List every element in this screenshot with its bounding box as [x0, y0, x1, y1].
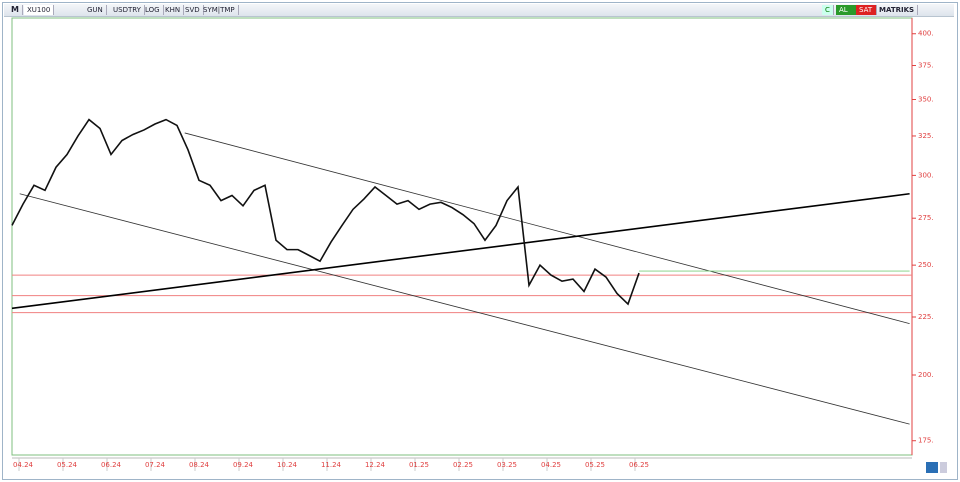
x-tick-label: 05.24 [57, 461, 78, 469]
x-tick-label: 06.25 [629, 461, 649, 469]
x-tick-label: 12.24 [365, 461, 386, 469]
symbol[interactable]: XU100 [24, 5, 55, 15]
y-tick-label: 225. [918, 313, 934, 321]
x-tick-label: 08.24 [189, 461, 210, 469]
toolbar: M XU100 GUN USDTRY LOG KHN SVD SYM|TMP C… [4, 4, 954, 17]
btn[interactable]: SVD [182, 5, 204, 15]
c-button[interactable]: C [822, 5, 834, 15]
price-line [11, 118, 640, 306]
y-tick-label: 300. [918, 171, 934, 179]
brand: MATRIKS [876, 5, 919, 15]
btn[interactable]: SYM|TMP [200, 5, 239, 15]
sell-button[interactable]: SAT [856, 5, 877, 15]
x-tick-label: 04.24 [13, 461, 34, 469]
x-tick-label: 03.25 [497, 461, 517, 469]
x-tick-label: 06.24 [101, 461, 122, 469]
btn[interactable]: KHN [162, 5, 185, 15]
menu[interactable]: M [8, 5, 23, 15]
x-tick-label: 11.24 [321, 461, 342, 469]
icon[interactable] [940, 462, 947, 473]
btn[interactable]: USDTRY [110, 5, 145, 15]
y-tick-label: 350. [918, 95, 934, 103]
y-tick-label: 400. [918, 30, 934, 38]
y-tick-label: 275. [918, 214, 934, 222]
y-tick-label: 250. [918, 261, 934, 269]
y-tick-label: 175. [918, 437, 934, 445]
btn[interactable]: LOG [142, 5, 164, 15]
trend-line [11, 192, 910, 310]
y-tick-label: 325. [918, 132, 934, 140]
x-tick-label: 02.25 [453, 461, 473, 469]
x-tick-label: 09.24 [233, 461, 254, 469]
x-tick-label: 04.25 [541, 461, 561, 469]
x-tick-label: 01.25 [409, 461, 429, 469]
y-tick-label: 375. [918, 62, 934, 70]
x-tick-label: 10.24 [277, 461, 298, 469]
x-tick-label: 05.25 [585, 461, 605, 469]
trend-line [184, 132, 910, 324]
icon[interactable] [926, 462, 938, 473]
x-tick-label: 07.24 [145, 461, 166, 469]
trend-line [19, 193, 910, 425]
btn[interactable]: GUN [84, 5, 107, 15]
y-tick-label: 200. [918, 371, 934, 379]
